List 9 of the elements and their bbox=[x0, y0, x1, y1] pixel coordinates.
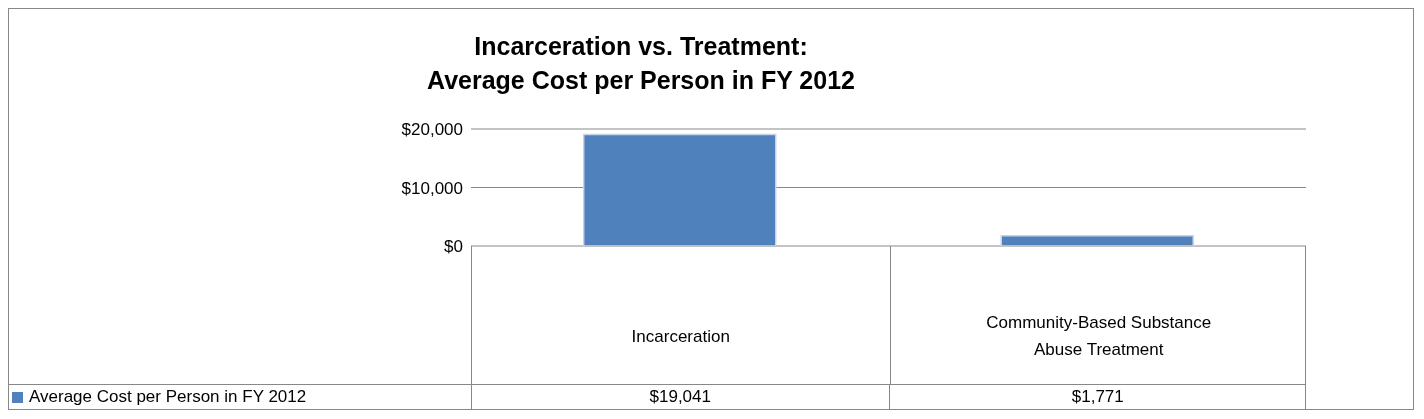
y-tick-label: $10,000 bbox=[401, 178, 463, 198]
legend-label: Average Cost per Person in FY 2012 bbox=[29, 387, 307, 407]
chart-title: Incarceration vs. Treatment: Average Cost per Person in FY 2012 bbox=[426, 31, 856, 96]
x-tick-label: Incarceration bbox=[630, 325, 731, 348]
x-tick-label: Community-Based Substance Abuse Treatment bbox=[985, 312, 1213, 361]
data-label: $19,041 bbox=[471, 385, 889, 409]
y-tick-label: $0 bbox=[444, 237, 463, 257]
y-tick-label: $20,000 bbox=[401, 120, 463, 140]
data-label: $1,771 bbox=[888, 385, 1306, 409]
